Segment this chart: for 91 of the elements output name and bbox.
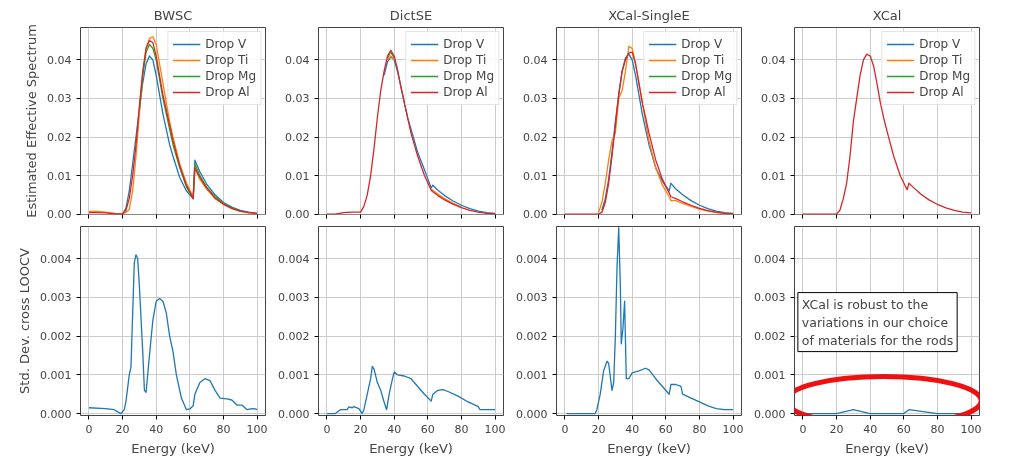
x-tick-label: 20 [591, 422, 606, 436]
x-tick-label: 40 [387, 422, 402, 436]
y-tick-label: 0.02 [285, 131, 310, 144]
y-tick-label: 0.02 [761, 131, 786, 144]
x-tick-label: 80 [216, 422, 231, 436]
x-tick-label: 60 [182, 422, 197, 436]
legend-label: Drop V [919, 36, 961, 52]
legend-label: Drop Ti [205, 52, 249, 68]
x-tick-label: 0 [799, 422, 807, 436]
x-tick-label: 100 [484, 422, 506, 436]
y-tick-label: 0.001 [516, 368, 548, 382]
y-tick-label: 0.003 [40, 291, 72, 305]
x-tick-label: 100 [246, 422, 268, 436]
legend-label: Drop Mg [205, 68, 256, 84]
x-tick-label: 60 [896, 422, 911, 436]
chart-title: BWSC [153, 7, 193, 23]
x-tick-label: 100 [722, 422, 744, 436]
y-tick-label: 0.01 [523, 169, 548, 183]
legend-label: Drop Al [205, 84, 250, 100]
x-tick-label: 80 [930, 422, 945, 436]
y-tick-label: 0.004 [278, 252, 310, 266]
legend-label: Drop Al [919, 84, 964, 100]
legend-label: Drop Al [443, 84, 488, 100]
y-tick-label: 0.002 [516, 330, 548, 344]
x-tick-label: 0 [561, 422, 569, 436]
y-tick-label: 0.01 [761, 169, 786, 183]
y-tick-label: 0.004 [40, 252, 72, 266]
y-tick-label: 0.000 [754, 407, 786, 421]
x-tick-label: 80 [454, 422, 469, 436]
legend-label: Drop Ti [681, 52, 725, 68]
y-tick-label: 0.001 [754, 368, 786, 382]
legend-label: Drop Mg [681, 68, 732, 84]
x-axis-title: Energy (keV) [369, 440, 453, 456]
legend-label: Drop Al [681, 84, 726, 100]
y-tick-label: 0.001 [278, 368, 310, 382]
y-tick-label: 0.03 [523, 92, 548, 106]
y-tick-label: 0.001 [40, 368, 72, 382]
y-tick-label: 0.04 [285, 53, 310, 67]
y-tick-label: 0.03 [761, 92, 786, 106]
y-axis-title: Estimated Effective Spectrum [24, 24, 40, 218]
y-tick-label: 0.002 [278, 330, 310, 344]
x-tick-label: 20 [115, 422, 130, 436]
y-tick-label: 0.03 [285, 92, 310, 106]
x-axis-title: Energy (keV) [845, 440, 929, 456]
y-tick-label: 0.01 [47, 169, 72, 183]
y-tick-label: 0.003 [754, 291, 786, 305]
y-tick-label: 0.004 [516, 252, 548, 266]
x-tick-label: 60 [658, 422, 673, 436]
y-tick-label: 0.04 [761, 53, 786, 67]
y-axis-title: Std. Dev. cross LOOCV [17, 247, 33, 394]
x-tick-label: 0 [85, 422, 93, 436]
y-tick-label: 0.004 [754, 252, 786, 266]
y-tick-label: 0.00 [47, 208, 72, 222]
legend-label: Drop V [681, 36, 723, 52]
y-tick-label: 0.04 [47, 53, 72, 67]
y-tick-label: 0.000 [278, 407, 310, 421]
y-tick-label: 0.00 [761, 208, 786, 222]
y-tick-label: 0.003 [516, 291, 548, 305]
x-tick-label: 40 [625, 422, 640, 436]
y-tick-label: 0.04 [523, 53, 548, 67]
x-tick-label: 40 [149, 422, 164, 436]
legend-label: Drop Mg [443, 68, 494, 84]
x-tick-label: 20 [353, 422, 368, 436]
x-tick-label: 0 [323, 422, 331, 436]
y-tick-label: 0.00 [523, 208, 548, 222]
x-axis-title: Energy (keV) [131, 440, 215, 456]
y-tick-label: 0.003 [278, 291, 310, 305]
y-tick-label: 0.01 [285, 169, 310, 183]
y-tick-label: 0.02 [523, 131, 548, 144]
x-axis-title: Energy (keV) [607, 440, 691, 456]
chart-title: XCal [872, 7, 902, 23]
x-tick-label: 60 [420, 422, 435, 436]
y-tick-label: 0.000 [40, 407, 72, 421]
x-tick-label: 40 [863, 422, 878, 436]
legend-label: Drop V [205, 36, 247, 52]
y-tick-label: 0.03 [47, 92, 72, 106]
y-tick-label: 0.00 [285, 208, 310, 222]
y-tick-label: 0.02 [47, 131, 72, 144]
x-tick-label: 100 [960, 422, 982, 436]
legend-label: Drop Ti [443, 52, 487, 68]
legend-label: Drop Ti [919, 52, 963, 68]
legend-label: Drop Mg [919, 68, 970, 84]
chart-title: DictSE [389, 7, 433, 23]
y-tick-label: 0.000 [516, 407, 548, 421]
y-tick-label: 0.002 [754, 330, 786, 344]
annotation: XCal is robust to the variations in our choice of materials for the rods [801, 296, 954, 348]
x-tick-label: 20 [829, 422, 844, 436]
y-tick-label: 0.002 [40, 330, 72, 344]
x-tick-label: 80 [692, 422, 707, 436]
legend-label: Drop V [443, 36, 485, 52]
chart-title: XCal-SingleE [608, 7, 690, 23]
